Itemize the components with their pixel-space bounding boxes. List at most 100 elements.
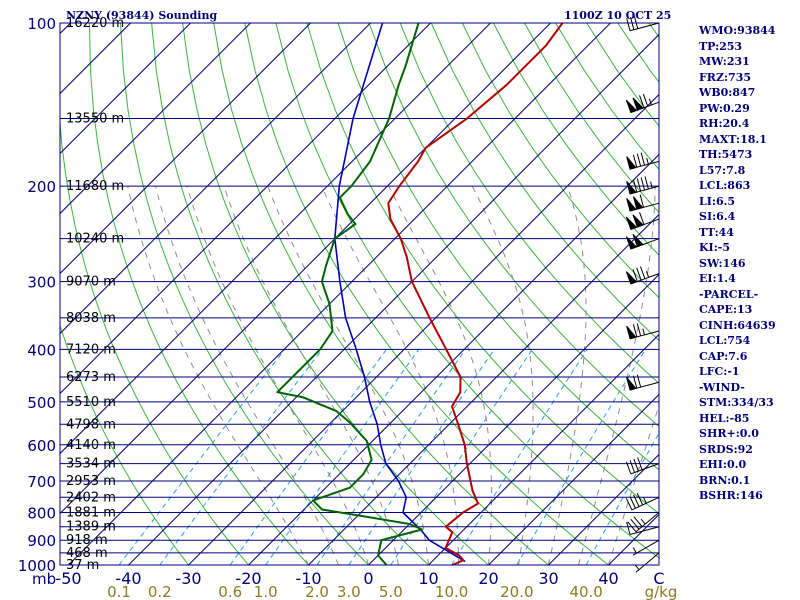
pressure-tick-label: 800 [27, 504, 56, 522]
barb-feather [626, 18, 631, 31]
barb-feather [625, 461, 632, 475]
index-item: CAP:7.6 [699, 349, 748, 363]
height-label: 918 m [66, 533, 108, 548]
index-item: BSHR:146 [699, 489, 763, 502]
barb-feather [639, 212, 645, 225]
mixing-ratio-unit-label: g/kg [645, 583, 678, 600]
wind-barb [626, 374, 660, 391]
barb-feather [636, 267, 642, 281]
index-item: EHI:0.0 [699, 458, 747, 471]
barb-feather [627, 521, 637, 533]
barb-feather [632, 324, 638, 338]
height-label: 2953 m [66, 474, 116, 489]
barb-staff [629, 22, 660, 32]
index-item: -PARCEL- [699, 287, 759, 301]
index-item: SRDS:92 [699, 442, 753, 456]
temperature-tick-label: -50 [55, 569, 81, 588]
barb-feather [632, 375, 638, 389]
barb-feather [637, 457, 643, 470]
mixing-ratio-label: 20.0 [500, 583, 533, 600]
temperature-tick-label: 20 [478, 569, 498, 588]
wind-barbs [625, 16, 660, 573]
barb-pennant [626, 156, 637, 170]
barb-feather [640, 152, 645, 166]
wind-barb [625, 212, 660, 230]
isotherm [60, 23, 311, 275]
dewpoint-line [276, 23, 423, 565]
pressure-tick-label: 100 [27, 15, 56, 33]
height-label: 3534 m [66, 457, 116, 472]
height-label: 1881 m [66, 505, 116, 520]
mixing-ratio-label: 3.0 [337, 583, 361, 600]
mixing-ratio-label: 40.0 [569, 583, 602, 600]
wind-barb [626, 194, 660, 212]
index-item: LI:6.5 [699, 194, 736, 208]
isotherm [428, 333, 659, 565]
isotherm [488, 393, 659, 565]
isobars [60, 22, 659, 566]
height-label: 2402 m [66, 490, 116, 505]
barb-feather [639, 95, 645, 108]
height-label: 11680 m [66, 179, 124, 194]
index-item: MAXT:18.1 [699, 132, 767, 146]
index-item: BRN:0.1 [699, 473, 751, 487]
height-label: 4140 m [66, 438, 116, 453]
pressure-tick-label: 900 [27, 532, 56, 550]
index-item: LCL:863 [699, 179, 751, 192]
barb-pennant [632, 196, 644, 210]
isotherm [0, 23, 11, 565]
mixing-ratio-label: 1.0 [254, 583, 278, 600]
barb-staff [635, 512, 660, 533]
barb-staff [631, 496, 660, 511]
barb-feather [630, 518, 640, 530]
isotherm [368, 273, 659, 565]
temperature-tick-label: 0 [363, 569, 373, 588]
barb-staff [629, 526, 660, 535]
wind-barb [625, 457, 660, 475]
barb-half-feather [648, 98, 652, 106]
mixing-ratio-label: 2.0 [305, 583, 329, 600]
barb-staff [632, 539, 660, 556]
index-item: SW:146 [699, 256, 746, 270]
temperature-line [387, 23, 564, 565]
index-item: CAPE:13 [699, 303, 753, 316]
wind-barb [625, 492, 660, 511]
wind-barb [626, 521, 660, 535]
temperature-unit-label: C [653, 569, 664, 588]
barb-half-feather [650, 181, 653, 189]
barb-feather [633, 494, 640, 507]
moist-adiabat [127, 186, 309, 565]
barb-feather [629, 496, 636, 509]
barb-feather [636, 153, 642, 167]
isotherm [248, 153, 659, 565]
mixing-ratio-label: 0.6 [218, 583, 242, 600]
mixing-ratio-label: 5.0 [379, 583, 403, 600]
temperature-tick-label: 30 [538, 569, 558, 588]
barb-pennant [626, 198, 637, 212]
barb-half-feather [646, 157, 649, 165]
barb-feather [639, 266, 646, 279]
barb-pennant [625, 216, 638, 230]
height-label: 9070 m [66, 275, 116, 290]
barb-staff [635, 552, 660, 573]
barb-pennant [626, 325, 637, 340]
index-item: L57:7.8 [699, 163, 746, 177]
sounding-profiles [276, 23, 564, 565]
isotherms [0, 23, 659, 565]
plot-frame [59, 22, 660, 566]
barb-pennant [625, 99, 638, 114]
index-item: EI:1.4 [699, 272, 736, 285]
temperature-tick-label: -10 [295, 569, 321, 588]
wind-barb [625, 266, 660, 285]
barb-feather [639, 194, 645, 208]
pressure-tick-label: 500 [27, 394, 56, 412]
isotherm [188, 93, 659, 565]
barb-pennant [632, 214, 644, 228]
barb-feather [632, 269, 638, 282]
index-item: SHR+:0.0 [699, 427, 759, 440]
barb-feather [632, 154, 638, 168]
index-item: SI:6.4 [699, 210, 736, 223]
barb-pennant [626, 377, 637, 391]
